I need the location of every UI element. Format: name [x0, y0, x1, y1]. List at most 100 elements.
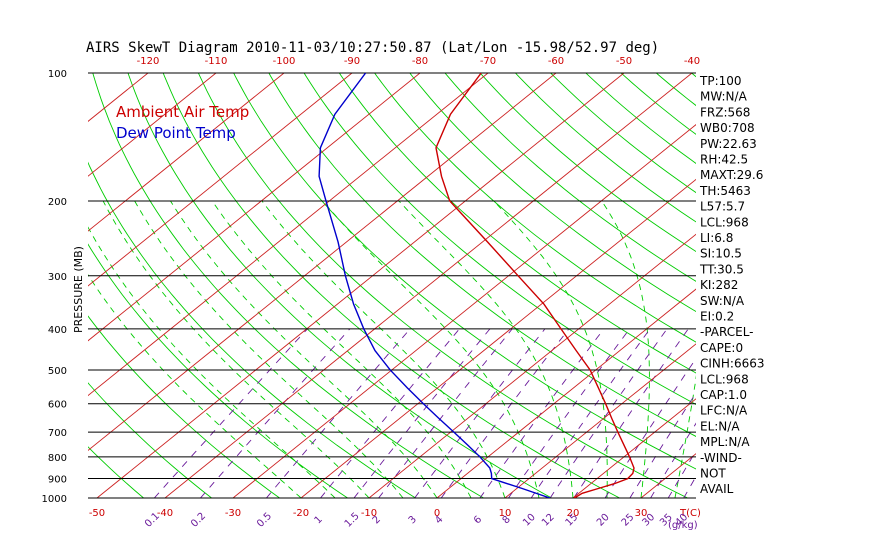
- top-temp-tick-label: -60: [548, 56, 564, 67]
- index-cinh-6663: CINH:6663: [700, 357, 765, 371]
- isotherm: [436, 288, 696, 498]
- dry-adiabat: [88, 315, 280, 498]
- chart-title: AIRS SkewT Diagram 2010-11-03/10:27:50.8…: [86, 40, 659, 56]
- dry-adiabat: [92, 73, 484, 498]
- index-frz-568: FRZ:568: [700, 105, 750, 119]
- dry-adiabat: [515, 73, 696, 223]
- pressure-tick-label: 700: [48, 428, 67, 439]
- index-avail: AVAIL: [700, 482, 734, 496]
- y-axis-label: PRESSURE (MB): [72, 246, 85, 333]
- index-lcl-968: LCL:968: [700, 215, 749, 229]
- top-temp-tick-label: -70: [480, 56, 496, 67]
- top-temp-tick-label: -110: [205, 56, 228, 67]
- dry-adiabat: [338, 73, 696, 374]
- pressure-tick-label: 800: [48, 453, 67, 464]
- bottom-temp-tick-label: 0: [434, 508, 440, 519]
- bottom-temp-tick-label: -30: [225, 508, 241, 519]
- index-cape-0: CAPE:0: [700, 341, 743, 355]
- index-wind: -WIND-: [700, 451, 742, 465]
- bottom-temp-tick-label: -50: [89, 508, 105, 519]
- moist-adiabat: [493, 200, 608, 498]
- index-ei-0-2: EI:0.2: [700, 310, 734, 324]
- index-li-6-8: LI:6.8: [700, 231, 733, 245]
- isotherm: [164, 73, 693, 498]
- index-not: NOT: [700, 467, 726, 481]
- moist-adiabat: [88, 274, 302, 498]
- mixing-ratio-tick-label: 6: [472, 514, 484, 526]
- top-temp-tick-label: -90: [344, 56, 360, 67]
- sounding-profiles: [318, 73, 635, 498]
- legend-dewpoint: Dew Point Temp: [116, 124, 236, 142]
- top-temp-tick-label: -50: [616, 56, 632, 67]
- mixing-ratio-tick-label: 1: [313, 514, 325, 526]
- index-pw-22-63: PW:22.63: [700, 137, 757, 151]
- dry-adiabat: [303, 73, 696, 405]
- bottom-temp-tick-label: -40: [157, 508, 173, 519]
- mixing-ratio-line: [353, 328, 491, 498]
- mixing-ratio-tick-label: 12: [540, 512, 557, 529]
- mixing-ratio-tick-label: 20: [595, 512, 612, 529]
- index-rh-42-5: RH:42.5: [700, 153, 748, 167]
- isotherm: [88, 73, 421, 342]
- isotherm: [88, 73, 557, 451]
- top-temp-tick-label: -40: [684, 56, 700, 67]
- pressure-tick-label: 400: [48, 325, 67, 336]
- index-tp-100: TP:100: [699, 74, 742, 88]
- index-ki-282: KI:282: [700, 278, 738, 292]
- temperature-profile: [435, 73, 635, 498]
- dry-adiabat: [268, 73, 696, 437]
- index-lcl-968: LCL:968: [700, 372, 749, 386]
- index-parcel: -PARCEL-: [700, 325, 754, 339]
- dry-adiabat: [88, 161, 416, 498]
- pressure-tick-label: 300: [48, 272, 67, 283]
- isobar-lines: [88, 72, 696, 499]
- mixing-ratio-tick-label: 0.2: [189, 511, 208, 530]
- isotherm: [88, 73, 489, 397]
- mixing-ratio-line: [508, 328, 630, 498]
- isotherm: [88, 73, 353, 287]
- index-mw-n-a: MW:N/A: [700, 90, 748, 104]
- pressure-tick-label: 100: [48, 69, 67, 80]
- moist-adiabat: [102, 200, 370, 498]
- isotherm: [300, 178, 696, 498]
- top-temp-tick-label: -120: [137, 56, 160, 67]
- isotherm: [88, 73, 217, 177]
- isotherm: [504, 343, 696, 498]
- index-maxt-29-6: MAXT:29.6: [700, 168, 763, 182]
- dry-adiabat: [479, 73, 696, 253]
- dry-adiabat: [762, 73, 870, 498]
- bottom-temp-tick-label: 30: [635, 508, 648, 519]
- index-si-10-5: SI:10.5: [700, 247, 742, 261]
- isotherm: [845, 73, 870, 498]
- mixing-ratio-line: [320, 328, 460, 498]
- pressure-tick-label: 200: [48, 197, 67, 208]
- mixing-ratio-tick-label: 1.5: [343, 511, 362, 530]
- dry-adiabat: [832, 73, 870, 498]
- dry-adiabat: [409, 73, 696, 313]
- isotherm: [0, 73, 80, 498]
- mixing-ratio-unit: (g/kg): [668, 520, 698, 531]
- isotherm: [96, 73, 625, 498]
- moist-adiabat: [674, 375, 696, 498]
- dry-adiabat: [197, 73, 688, 498]
- dry-adiabat: [374, 73, 696, 343]
- mixing-ratio-tick-label: 10: [521, 512, 538, 529]
- top-temp-tick-label: -80: [412, 56, 428, 67]
- dry-adiabat: [88, 382, 212, 498]
- bottom-temp-tick-label: -10: [361, 508, 377, 519]
- bottom-temp-tick-label: 20: [567, 508, 580, 519]
- dry-adiabat: [585, 73, 696, 164]
- isotherm: [232, 124, 696, 498]
- dry-adiabat: [127, 73, 552, 498]
- mixing-ratio-line: [573, 328, 689, 498]
- isotherm: [777, 73, 870, 498]
- mixing-ratio-tick-label: 2: [371, 514, 383, 526]
- dry-adiabat: [797, 73, 870, 498]
- moist-adiabat: [322, 200, 540, 498]
- moist-adiabat: [88, 226, 336, 498]
- dry-adiabat: [444, 73, 696, 282]
- dewpoint-profile: [318, 73, 551, 498]
